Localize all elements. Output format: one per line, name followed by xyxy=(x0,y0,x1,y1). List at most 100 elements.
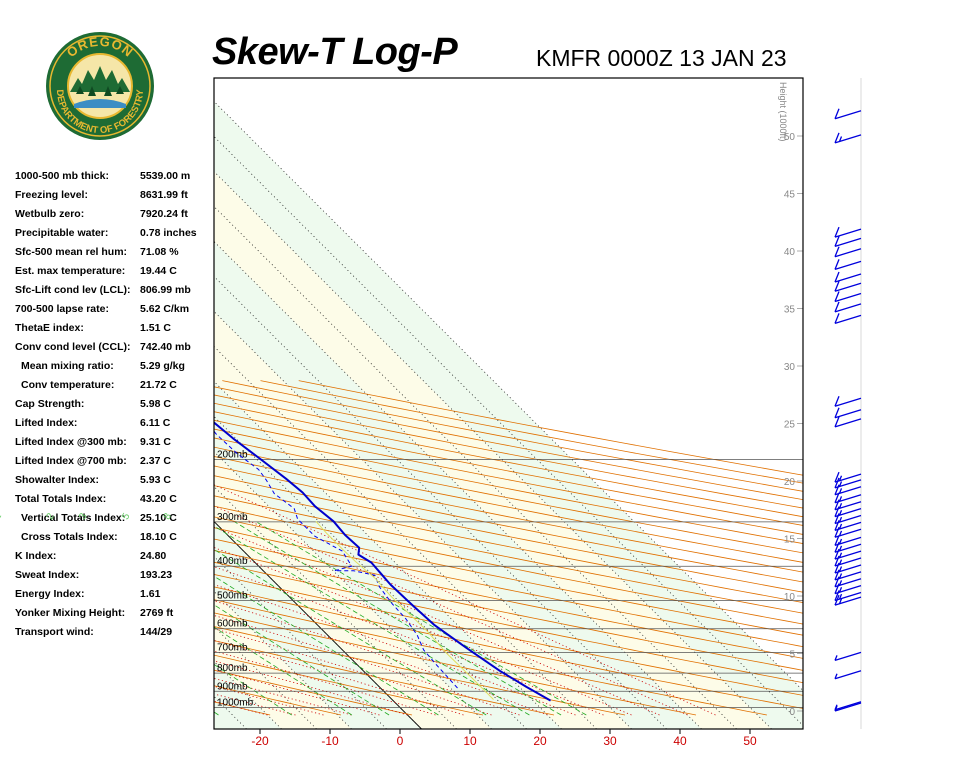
stat-row: Conv temperature: 21.72 C xyxy=(15,377,211,396)
stat-label: Conv cond level (CCL): xyxy=(15,341,131,353)
stat-row: Total Totals Index: 43.20 C xyxy=(15,491,211,510)
mixing-ratio-line xyxy=(256,521,587,716)
wind-barb-half-flag xyxy=(838,530,843,537)
wind-barb-shaft xyxy=(834,501,862,511)
wind-barb-flag xyxy=(834,291,840,302)
stat-value: 21.72 C xyxy=(140,379,177,391)
stat-row: ThetaE index: 1.51 C xyxy=(15,320,211,339)
isotherm-line xyxy=(214,346,597,729)
wind-barb xyxy=(834,407,862,419)
wind-barb-flag xyxy=(834,535,840,546)
wind-barb-half-flag xyxy=(838,587,843,593)
stat-label: Mean mixing ratio: xyxy=(21,360,114,372)
stat-value: 24.80 xyxy=(140,550,167,562)
mixing-ratio-line xyxy=(214,548,487,716)
dry-adiabat xyxy=(214,419,803,535)
stat-value: 193.23 xyxy=(140,569,173,581)
height-tick-label: 5 xyxy=(789,650,795,661)
wind-barb-shaft xyxy=(834,591,862,602)
dry-adiabat xyxy=(0,381,128,715)
temperature-tick-label: 30 xyxy=(603,734,617,748)
wind-barb xyxy=(834,395,862,407)
stability-indices-list: 1000-500 mb thick: 5539.00 m Freezing leve… xyxy=(15,168,211,643)
pressure-label: 500mb xyxy=(217,591,248,602)
dry-adiabat xyxy=(214,411,803,526)
isotherm-band xyxy=(214,101,803,729)
stat-value: 5.93 C xyxy=(140,474,171,486)
wind-barb-half-flag xyxy=(838,538,843,545)
pressure-label: 300mb xyxy=(217,512,248,523)
height-tick-label: 50 xyxy=(784,132,796,143)
stat-row: K Index: 24.80 xyxy=(15,548,211,567)
wind-barb xyxy=(834,701,862,711)
isotherm-line xyxy=(0,78,177,729)
mixing-ratio-line xyxy=(234,521,562,716)
wind-barb-flag xyxy=(834,301,840,313)
wind-barb-shaft xyxy=(834,528,862,538)
wind-barb-shaft xyxy=(834,260,862,270)
stat-label: Sweat Index: xyxy=(15,569,80,581)
mixing-ratio-line xyxy=(214,626,353,716)
temperature-tick-label: 50 xyxy=(743,734,757,748)
wind-barb-shaft xyxy=(834,701,862,711)
wind-barb-flag xyxy=(834,132,840,144)
stat-row: Sfc-Lift cond lev (LCL): 806.99 mb xyxy=(15,282,211,301)
height-tick-label: 20 xyxy=(784,477,796,488)
dry-adiabat xyxy=(214,685,342,716)
temperature-tick-label: 40 xyxy=(673,734,687,748)
temperature-tick-label: 0 xyxy=(397,734,404,748)
wind-barb xyxy=(834,280,862,292)
dry-adiabat xyxy=(214,428,803,544)
dry-adiabat xyxy=(214,550,803,671)
wind-barb xyxy=(834,301,862,313)
wind-barb-shaft xyxy=(834,702,862,712)
mixing-ratio-label: 5 xyxy=(120,511,133,522)
wind-barb xyxy=(834,313,862,325)
mixing-ratio-label: 8 xyxy=(162,511,175,522)
stat-label: Cap Strength: xyxy=(15,398,85,410)
wind-barb-shaft xyxy=(834,248,862,258)
pressure-label: 200mb xyxy=(217,449,248,460)
stat-label: Transport wind: xyxy=(15,626,94,638)
stat-value: 1.51 C xyxy=(140,322,171,334)
stat-row: Conv cond level (CCL): 742.40 mb xyxy=(15,339,211,358)
stat-row: Sweat Index: 193.23 xyxy=(15,567,211,586)
dry-adiabat xyxy=(214,456,803,573)
mixing-ratio-label: 2 xyxy=(45,511,58,522)
dry-adiabat xyxy=(214,527,803,648)
dry-adiabat xyxy=(214,465,803,583)
chart-title: Skew-T Log-P xyxy=(212,31,458,73)
stat-row: Lifted Index @300 mb: 9.31 C xyxy=(15,434,211,453)
wind-barb-shaft xyxy=(834,303,862,313)
stat-label: 700-500 lapse rate: xyxy=(15,303,109,315)
wind-barb-shaft xyxy=(834,494,862,504)
isotherm-line xyxy=(214,311,632,729)
isotherm-band xyxy=(0,78,72,729)
stat-value: 25.10 C xyxy=(140,512,177,524)
stat-label: Est. max temperature: xyxy=(15,265,126,277)
mixing-ratio-label: 3 xyxy=(77,511,90,522)
height-tick-label: 45 xyxy=(784,190,796,201)
wind-barb xyxy=(834,291,862,303)
stat-value: 5.62 C/km xyxy=(140,303,190,315)
mixing-ratio-line xyxy=(214,711,219,716)
wind-barb-shaft xyxy=(834,292,862,303)
wind-barb-shaft xyxy=(834,273,862,283)
isotherm-line xyxy=(0,78,142,729)
height-tick-label: 25 xyxy=(784,420,796,431)
stat-value: 742.40 mb xyxy=(140,341,191,353)
dry-adiabat xyxy=(214,640,555,716)
mixing-ratio-line xyxy=(214,663,292,716)
wind-barb xyxy=(834,236,862,247)
wind-barb-flag xyxy=(834,492,840,504)
isotherm-line xyxy=(0,78,212,729)
wind-barb-half-flag xyxy=(838,552,843,558)
wind-barb-shaft xyxy=(834,543,862,553)
wind-barb-half-flag xyxy=(838,566,843,572)
height-tick-label: 10 xyxy=(784,592,796,603)
wind-barb-shaft xyxy=(834,473,862,483)
dry-adiabat xyxy=(214,516,803,636)
stat-value: 7920.24 ft xyxy=(140,208,188,220)
stat-value: 43.20 C xyxy=(140,493,177,505)
